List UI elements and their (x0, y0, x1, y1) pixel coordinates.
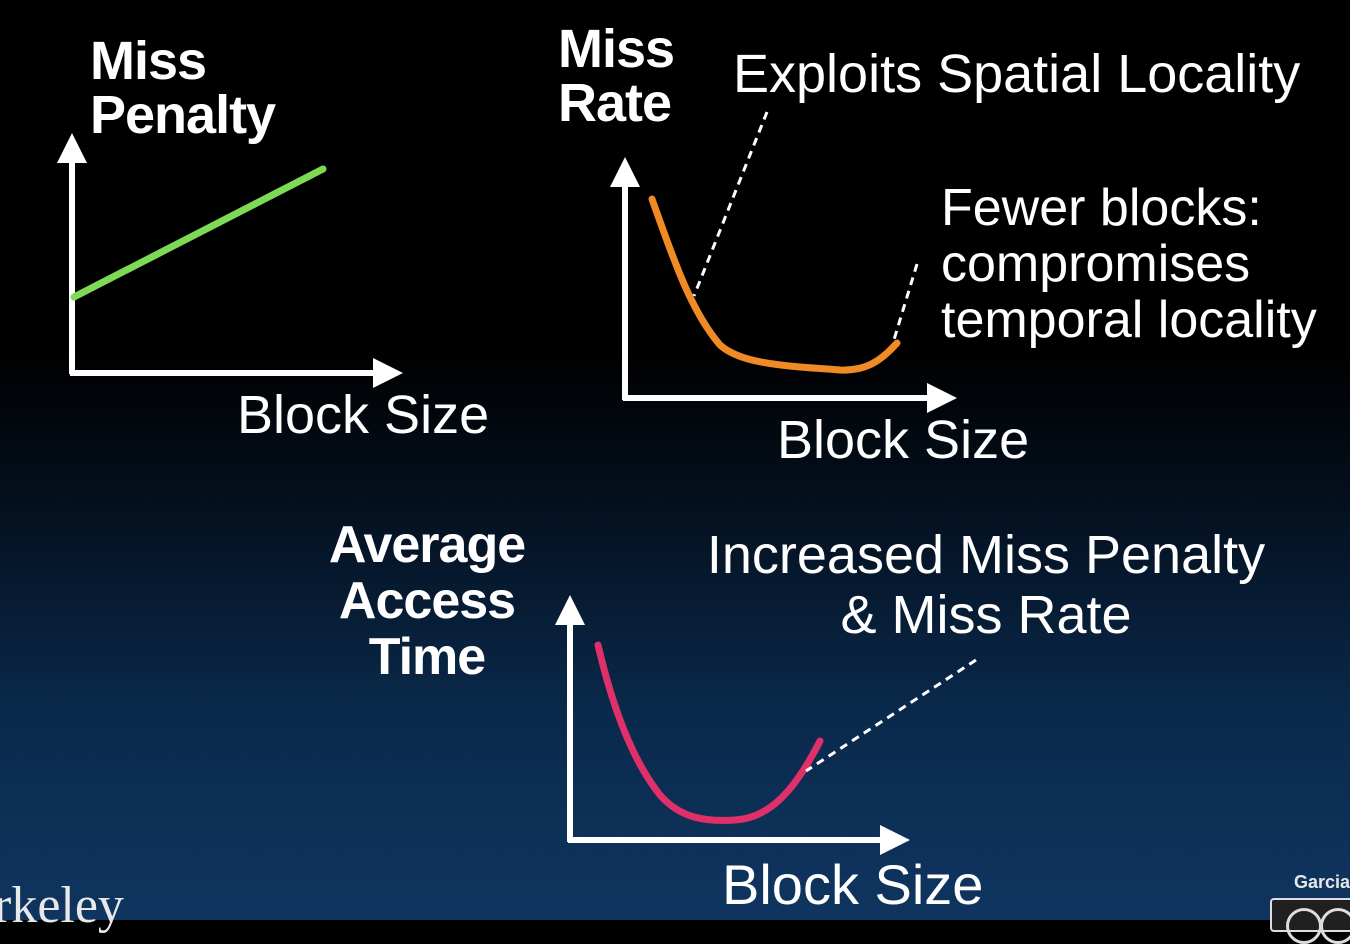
increased-penalty-pointer (805, 658, 977, 773)
miss-rate-title-line2: Rate (558, 73, 672, 133)
creative-commons-icon (1270, 898, 1350, 944)
avg-access-title-line2: Access (338, 572, 516, 630)
spatial-locality-pointer (692, 111, 769, 297)
avg-access-title-line3: Time (368, 628, 486, 686)
cc-circle-right-icon (1320, 908, 1350, 944)
increased-annotation-line1: Increased Miss Penalty (706, 525, 1266, 585)
miss-rate-title-line1: Miss (558, 19, 675, 79)
spatial-locality-annotation: Exploits Spatial Locality (733, 44, 1301, 104)
cc-circle-left-icon (1286, 908, 1322, 944)
miss-penalty-chart (57, 133, 403, 388)
miss-rate-chart (610, 111, 957, 413)
increased-annotation-line2: & Miss Rate (840, 585, 1132, 645)
avg-access-x-label: Block Size (722, 853, 984, 916)
miss-rate-axis-title: Miss Rate (558, 19, 675, 133)
miss-penalty-x-label: Block Size (237, 385, 490, 445)
avg-access-chart (555, 595, 977, 855)
author-name: Garcia (1294, 872, 1350, 892)
temporal-annotation-line3: temporal locality (941, 291, 1317, 349)
miss-penalty-title-line1: Miss (90, 31, 207, 91)
temporal-locality-pointer (891, 263, 919, 344)
temporal-locality-annotation: Fewer blocks: compromises temporal local… (941, 180, 1317, 348)
temporal-annotation-line2: compromises (941, 235, 1251, 293)
miss-penalty-title-line2: Penalty (90, 85, 276, 145)
miss-rate-x-label: Block Size (777, 410, 1030, 470)
avg-access-axis-title: Average Access Time (300, 517, 554, 685)
diagram-art (57, 111, 977, 855)
miss-rate-curve (648, 195, 901, 374)
slide: Miss Penalty Block Size Miss Rate Block … (0, 19, 1350, 944)
berkeley-logo: rkeley (0, 877, 124, 934)
increased-penalty-annotation: Increased Miss Penalty & Miss Rate (696, 525, 1276, 645)
avg-access-curve (594, 641, 824, 824)
avg-access-title-line1: Average (328, 516, 526, 574)
miss-penalty-curve (70, 165, 327, 301)
miss-penalty-axis-title: Miss Penalty (90, 31, 276, 145)
temporal-annotation-line1: Fewer blocks: (941, 179, 1262, 237)
